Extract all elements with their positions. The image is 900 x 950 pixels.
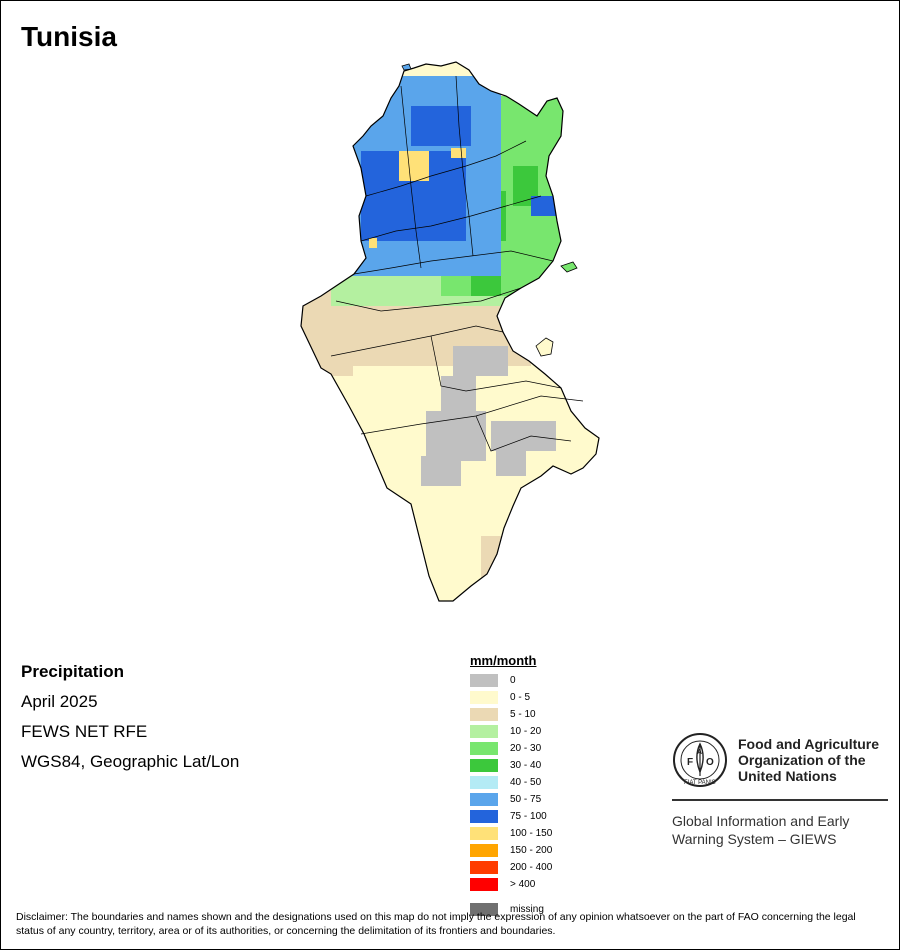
zone-100-150mm-3 bbox=[369, 238, 377, 248]
legend-swatch bbox=[470, 810, 498, 823]
kerkennah-island bbox=[560, 261, 578, 273]
djerba-island bbox=[535, 337, 554, 357]
legend-row: 10 - 20 bbox=[470, 723, 552, 740]
legend-label: 10 - 20 bbox=[510, 726, 542, 737]
zone-0mm-5 bbox=[421, 456, 461, 486]
fao-name-line3: United Nations bbox=[738, 768, 837, 784]
legend-label: 100 - 150 bbox=[510, 828, 553, 839]
legend-swatch bbox=[470, 674, 498, 687]
country-border bbox=[300, 61, 600, 602]
zone-0mm-2 bbox=[441, 376, 476, 411]
info-source: FEWS NET RFE bbox=[21, 722, 148, 741]
zone-0mm-6 bbox=[496, 451, 526, 476]
legend-label: 50 - 75 bbox=[510, 794, 542, 805]
legend-label: 150 - 200 bbox=[510, 845, 553, 856]
legend-swatch bbox=[470, 827, 498, 840]
legend-row: 30 - 40 bbox=[470, 757, 552, 774]
legend-swatch bbox=[470, 742, 498, 755]
svg-text:O: O bbox=[706, 757, 714, 768]
fao-logo-row: F A O FIAT PANIS Food and Agriculture Or… bbox=[672, 732, 888, 788]
legend-row: 75 - 100 bbox=[470, 808, 552, 825]
legend: mm/month 0 0 - 5 5 - 10 10 - 20 20 - 30 30 - … bbox=[470, 653, 552, 918]
map-title: Tunisia bbox=[21, 21, 117, 52]
legend-row: 0 - 5 bbox=[470, 689, 552, 706]
legend-swatch bbox=[470, 708, 498, 721]
legend-row: 40 - 50 bbox=[470, 774, 552, 791]
legend-label: 0 - 5 bbox=[510, 692, 531, 703]
legend-swatch bbox=[470, 844, 498, 857]
zone-0mm-1 bbox=[453, 346, 508, 376]
legend-swatch bbox=[470, 759, 498, 772]
legend-row: 5 - 10 bbox=[470, 706, 552, 723]
legend-row-missing: missing bbox=[470, 901, 552, 918]
legend-label: 30 - 40 bbox=[510, 760, 542, 771]
fao-name-line2: Organization of the bbox=[738, 752, 866, 768]
legend-swatch bbox=[470, 776, 498, 789]
legend-label: 0 bbox=[510, 675, 516, 686]
legend-swatch bbox=[470, 725, 498, 738]
tunisia-precipitation-map bbox=[300, 61, 600, 602]
legend-label: 5 - 10 bbox=[510, 709, 536, 720]
info-period: April 2025 bbox=[21, 692, 98, 711]
info-projection: WGS84, Geographic Lat/Lon bbox=[21, 752, 240, 771]
giews-name: Global Information and Early Warning Sys… bbox=[672, 812, 888, 848]
disclaimer-text: Disclaimer: The boundaries and names sho… bbox=[16, 911, 856, 937]
legend-swatch bbox=[470, 691, 498, 704]
legend-row: 50 - 75 bbox=[470, 791, 552, 808]
zone-5-10mm-south bbox=[481, 536, 511, 586]
legend-row: 100 - 150 bbox=[470, 825, 552, 842]
zone-100-150mm-1 bbox=[399, 151, 429, 181]
info-heading: Precipitation bbox=[21, 662, 124, 681]
fao-name-line1: Food and Agriculture bbox=[738, 736, 880, 752]
legend-label: 75 - 100 bbox=[510, 811, 547, 822]
svg-text:FIAT PANIS: FIAT PANIS bbox=[684, 780, 716, 786]
galite-island bbox=[401, 63, 412, 71]
legend-row: 150 - 200 bbox=[470, 842, 552, 859]
svg-text:A: A bbox=[697, 749, 702, 756]
zone-75-100mm-2 bbox=[411, 106, 471, 146]
legend-swatch bbox=[470, 793, 498, 806]
zone-0mm-3 bbox=[426, 411, 486, 461]
zone-100-150mm-2 bbox=[451, 148, 466, 158]
legend-row: 20 - 30 bbox=[470, 740, 552, 757]
legend-label-missing: missing bbox=[510, 904, 544, 915]
fao-divider bbox=[672, 799, 888, 801]
legend-swatch bbox=[470, 861, 498, 874]
fao-name: Food and Agriculture Organization of the… bbox=[738, 736, 879, 784]
legend-label: > 400 bbox=[510, 879, 536, 890]
giews-line1: Global Information and Early bbox=[672, 813, 850, 829]
legend-swatch-missing bbox=[470, 903, 498, 916]
svg-text:F: F bbox=[687, 757, 693, 768]
fao-branding: F A O FIAT PANIS Food and Agriculture Or… bbox=[672, 732, 888, 848]
giews-line2: Warning System – GIEWS bbox=[672, 831, 837, 847]
admin-boundaries bbox=[330, 75, 584, 452]
legend-label: 40 - 50 bbox=[510, 777, 542, 788]
legend-row: > 400 bbox=[470, 876, 552, 893]
map-info: Precipitation April 2025 FEWS NET RFE WG… bbox=[21, 657, 239, 777]
legend-swatch bbox=[470, 878, 498, 891]
legend-row: 200 - 400 bbox=[470, 859, 552, 876]
fao-logo-icon: F A O FIAT PANIS bbox=[673, 733, 727, 787]
legend-row: 0 bbox=[470, 672, 552, 689]
zone-75-100mm-3 bbox=[531, 196, 556, 216]
zone-0mm-4 bbox=[491, 421, 556, 451]
legend-rows: 0 0 - 5 5 - 10 10 - 20 20 - 30 30 - 40 40 - 50… bbox=[470, 672, 552, 893]
legend-label: 200 - 400 bbox=[510, 862, 553, 873]
legend-label: 20 - 30 bbox=[510, 743, 542, 754]
legend-title: mm/month bbox=[470, 653, 537, 668]
